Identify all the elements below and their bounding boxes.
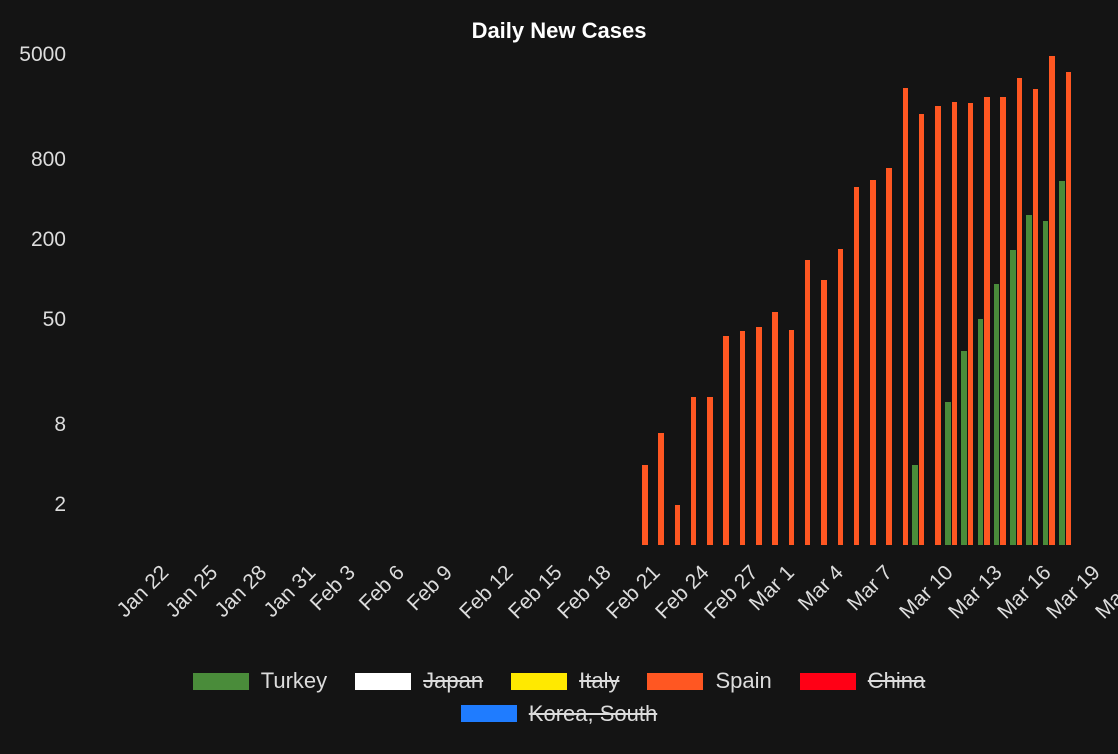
bar-turkey[interactable]	[1026, 215, 1032, 545]
y-tick-label: 200	[0, 228, 66, 252]
y-tick-label: 800	[0, 148, 66, 172]
y-axis-ticks: 28502008005000	[0, 55, 72, 545]
x-tick-label: Mar 16	[993, 561, 1056, 624]
x-tick-label: Feb 6	[354, 561, 409, 616]
y-tick-label: 2	[0, 493, 66, 517]
x-tick-label: Jan 25	[161, 561, 223, 623]
bar-spain[interactable]	[756, 327, 762, 545]
legend-swatch	[647, 673, 703, 690]
bar-spain[interactable]	[886, 168, 892, 545]
chart-container: Daily New Cases 28502008005000 Jan 22Jan…	[0, 0, 1118, 754]
plot-area	[80, 55, 1090, 545]
bar-spain[interactable]	[789, 330, 795, 545]
x-tick-label: Mar 4	[794, 561, 849, 616]
x-tick-label: Feb 18	[553, 561, 616, 624]
bar-spain[interactable]	[740, 331, 746, 545]
y-tick-label: 50	[0, 308, 66, 332]
legend-label: Turkey	[261, 668, 327, 694]
bar-spain[interactable]	[854, 187, 860, 545]
x-tick-label: Jan 28	[210, 561, 272, 623]
legend-swatch	[355, 673, 411, 690]
legend-swatch	[800, 673, 856, 690]
chart-legend: Turkey Japan Italy Spain China Korea, South	[0, 668, 1118, 733]
legend-swatch	[193, 673, 249, 690]
bar-spain[interactable]	[675, 505, 681, 545]
legend-label: Korea, South	[529, 701, 657, 727]
bar-spain[interactable]	[772, 312, 778, 545]
bar-turkey[interactable]	[945, 402, 951, 545]
legend-label: Japan	[423, 668, 483, 694]
bar-spain[interactable]	[1066, 72, 1072, 545]
legend-swatch	[511, 673, 567, 690]
x-tick-label: Feb 9	[403, 561, 458, 616]
x-tick-label: Mar 7	[843, 561, 898, 616]
bar-spain[interactable]	[707, 397, 713, 545]
bar-turkey[interactable]	[1043, 221, 1049, 545]
bar-spain[interactable]	[642, 465, 648, 545]
bar-spain[interactable]	[723, 336, 729, 545]
x-tick-label: Mar 10	[895, 561, 958, 624]
bar-turkey[interactable]	[912, 465, 918, 545]
x-tick-label: Feb 24	[651, 561, 714, 624]
legend-item-korea-south[interactable]: Korea, South	[461, 701, 657, 727]
bar-spain[interactable]	[984, 97, 990, 545]
x-tick-label: Feb 15	[504, 561, 567, 624]
bar-spain[interactable]	[903, 88, 909, 545]
legend-label: Italy	[579, 668, 619, 694]
bar-spain[interactable]	[1017, 78, 1023, 545]
x-tick-label: Feb 12	[455, 561, 518, 624]
x-tick-label: Feb 3	[305, 561, 360, 616]
x-axis-ticks: Jan 22Jan 25Jan 28Jan 31Feb 3Feb 6Feb 9F…	[80, 555, 1090, 665]
bar-spain[interactable]	[968, 103, 974, 545]
legend-item-china[interactable]: China	[800, 668, 925, 694]
bar-spain[interactable]	[935, 106, 941, 545]
bar-turkey[interactable]	[994, 284, 1000, 545]
chart-title: Daily New Cases	[0, 18, 1118, 44]
y-tick-label: 8	[0, 413, 66, 437]
bar-spain[interactable]	[821, 280, 827, 545]
x-tick-label: Jan 22	[113, 561, 175, 623]
bar-spain[interactable]	[870, 180, 876, 545]
legend-item-italy[interactable]: Italy	[511, 668, 619, 694]
legend-label: Spain	[715, 668, 771, 694]
x-tick-label: Mar 13	[944, 561, 1007, 624]
bar-spain[interactable]	[1000, 97, 1006, 545]
legend-row: Korea, South	[0, 701, 1118, 728]
bar-spain[interactable]	[1033, 89, 1039, 545]
bar-spain[interactable]	[919, 114, 925, 545]
legend-swatch	[461, 705, 517, 722]
legend-label: China	[868, 668, 925, 694]
bar-turkey[interactable]	[1059, 181, 1065, 545]
legend-row: Turkey Japan Italy Spain China	[0, 668, 1118, 695]
legend-item-japan[interactable]: Japan	[355, 668, 483, 694]
x-tick-label: Mar 19	[1042, 561, 1105, 624]
x-tick-label: Feb 21	[602, 561, 665, 624]
legend-item-turkey[interactable]: Turkey	[193, 668, 327, 694]
bar-spain[interactable]	[691, 397, 697, 545]
bar-spain[interactable]	[952, 102, 958, 545]
bar-turkey[interactable]	[1010, 250, 1016, 545]
bar-spain[interactable]	[805, 260, 811, 545]
bar-turkey[interactable]	[978, 319, 984, 545]
bar-turkey[interactable]	[961, 351, 967, 545]
bar-spain[interactable]	[1049, 56, 1055, 545]
bar-spain[interactable]	[838, 249, 844, 545]
legend-item-spain[interactable]: Spain	[647, 668, 771, 694]
bar-spain[interactable]	[658, 433, 664, 545]
y-tick-label: 5000	[0, 43, 66, 67]
